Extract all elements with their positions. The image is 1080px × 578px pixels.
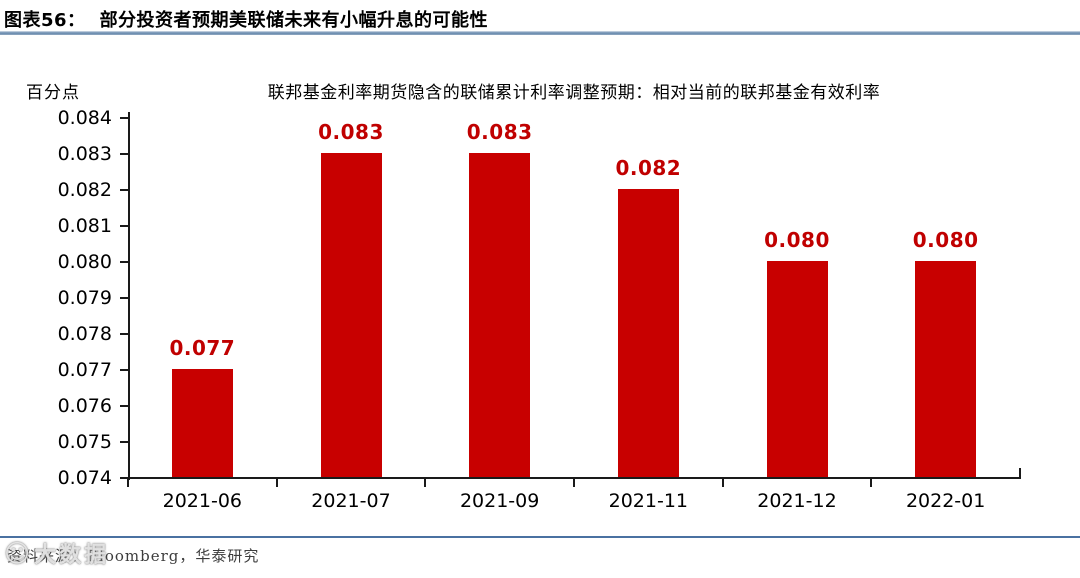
y-axis-labels: 0.084 0.083 0.082 0.081 0.080 0.079 0.078 0.077… bbox=[0, 107, 112, 489]
bar bbox=[617, 189, 679, 477]
y-axis-tick-label: 0.082 bbox=[57, 179, 112, 201]
y-axis-tick bbox=[120, 477, 128, 479]
x-axis-end-tick bbox=[1019, 468, 1021, 477]
y-axis-tick-label: 0.077 bbox=[57, 359, 112, 381]
figure-title: 部分投资者预期美联储未来有小幅升息的可能性 bbox=[99, 10, 489, 31]
source-text: 资料来源：Bloomberg，华泰研究 bbox=[7, 547, 260, 565]
plot-area: 0.077 0.083 0.083 0.082 0.080 0.080 bbox=[120, 112, 1021, 487]
y-axis-tick-label: 0.075 bbox=[57, 431, 112, 453]
y-axis-tick bbox=[120, 441, 128, 443]
bar-value-label: 0.082 bbox=[615, 156, 682, 180]
y-axis-tick bbox=[120, 369, 128, 371]
figure-number: 图表56： bbox=[4, 10, 86, 31]
x-axis-category-label: 2021-12 bbox=[757, 490, 837, 512]
figure-header: 图表56： 部分投资者预期美联储未来有小幅升息的可能性 bbox=[4, 6, 488, 32]
bar bbox=[469, 153, 531, 477]
x-axis-tick bbox=[870, 479, 873, 487]
x-axis-category-label: 2021-07 bbox=[311, 490, 391, 512]
x-axis-labels: 2021-06 2021-07 2021-09 2021-11 2021-12 2022-… bbox=[128, 490, 1020, 518]
bar bbox=[171, 369, 233, 477]
header-rule bbox=[0, 31, 1080, 35]
bar bbox=[320, 153, 382, 477]
y-axis-unit-label: 百分点 bbox=[26, 83, 80, 103]
y-axis-tick bbox=[120, 261, 128, 263]
y-axis-tick-label: 0.078 bbox=[57, 323, 112, 345]
y-axis-tick bbox=[120, 153, 128, 155]
x-axis-category-label: 2021-09 bbox=[459, 490, 540, 512]
x-axis-tick bbox=[275, 479, 278, 487]
y-axis-tick-label: 0.074 bbox=[57, 467, 112, 489]
y-axis-tick bbox=[120, 225, 128, 227]
bar-value-label: 0.083 bbox=[318, 120, 384, 144]
chart-title: 联邦基金利率期货隐含的联储累计利率调整预期：相对当前的联邦基金有效利率 bbox=[267, 83, 881, 103]
y-axis-tick bbox=[120, 333, 128, 335]
bar-value-label: 0.080 bbox=[912, 228, 979, 252]
y-axis-tick bbox=[120, 189, 128, 191]
bar-value-label: 0.083 bbox=[466, 120, 533, 144]
y-axis-tick-label: 0.083 bbox=[57, 143, 112, 165]
x-axis-category-label: 2022-01 bbox=[905, 490, 986, 512]
y-axis-tick-label: 0.080 bbox=[57, 251, 112, 273]
x-axis-tick bbox=[127, 479, 129, 487]
x-axis-tick bbox=[424, 479, 427, 487]
x-axis-tick bbox=[721, 479, 724, 487]
bar-value-label: 0.080 bbox=[764, 228, 830, 252]
x-axis-line bbox=[127, 477, 1021, 479]
y-axis-tick-label: 0.076 bbox=[57, 395, 112, 417]
y-axis-tick bbox=[120, 117, 128, 119]
y-axis-line bbox=[128, 112, 130, 480]
bar bbox=[766, 261, 828, 477]
footer-rule bbox=[0, 536, 1080, 538]
y-axis-tick-label: 0.084 bbox=[57, 107, 112, 129]
y-axis-tick-label: 0.079 bbox=[57, 287, 112, 309]
y-axis-tick-label: 0.081 bbox=[57, 215, 112, 237]
x-axis-category-label: 2021-06 bbox=[162, 490, 243, 512]
x-axis-tick bbox=[573, 479, 575, 487]
y-axis-tick bbox=[120, 297, 128, 299]
bar-value-label: 0.077 bbox=[169, 336, 236, 360]
y-axis-tick bbox=[120, 405, 128, 407]
bar bbox=[915, 261, 977, 477]
x-axis-category-label: 2021-11 bbox=[608, 490, 689, 512]
